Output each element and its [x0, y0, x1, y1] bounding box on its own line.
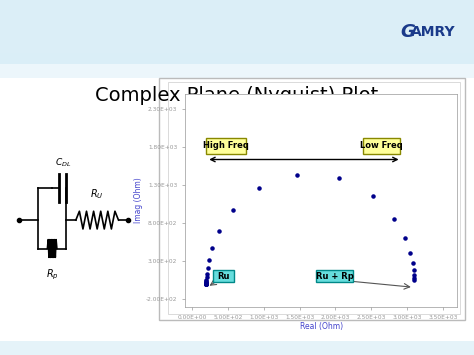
Point: [202, 279, 210, 285]
FancyBboxPatch shape: [316, 271, 353, 282]
Text: Complex Plane (Nyquist) Plot: Complex Plane (Nyquist) Plot: [95, 86, 379, 105]
Text: $C_{DL}$: $C_{DL}$: [55, 156, 71, 169]
Text: Ru + Rp: Ru + Rp: [316, 272, 353, 281]
X-axis label: Real (Ohm): Real (Ohm): [300, 322, 343, 332]
Text: $R_U$: $R_U$: [91, 187, 104, 201]
Point: [203, 274, 210, 280]
Point: [202, 280, 210, 286]
Point: [401, 236, 409, 241]
Point: [293, 172, 301, 178]
Point: [202, 282, 210, 287]
Point: [202, 282, 210, 287]
Text: High Freq: High Freq: [203, 141, 249, 150]
Text: $R_p$: $R_p$: [46, 268, 58, 283]
Point: [202, 282, 210, 287]
Point: [202, 281, 210, 286]
Point: [410, 272, 418, 278]
Bar: [0, 53, 474, 78]
Point: [202, 282, 210, 287]
Point: [409, 261, 416, 266]
Point: [406, 250, 414, 256]
Bar: [0, 341, 474, 355]
Point: [255, 186, 263, 191]
Point: [410, 268, 417, 273]
Bar: [168, 82, 460, 314]
Bar: [0, 0, 474, 64]
Point: [202, 281, 210, 287]
Point: [202, 282, 210, 287]
Point: [410, 275, 418, 281]
Point: [202, 281, 210, 287]
Point: [202, 282, 210, 287]
Text: Low Freq: Low Freq: [360, 141, 403, 150]
Point: [203, 271, 210, 276]
Point: [215, 229, 223, 234]
Point: [336, 175, 343, 181]
FancyBboxPatch shape: [213, 271, 234, 282]
Point: [202, 281, 210, 287]
Point: [204, 265, 211, 271]
Point: [202, 282, 210, 287]
Bar: [159, 78, 465, 320]
Point: [202, 282, 210, 287]
Point: [203, 277, 210, 282]
Point: [202, 282, 210, 287]
Text: AMRY: AMRY: [411, 25, 456, 39]
FancyBboxPatch shape: [363, 138, 400, 154]
Point: [390, 216, 398, 222]
Point: [209, 245, 216, 251]
FancyBboxPatch shape: [206, 138, 246, 154]
Y-axis label: Imag (Ohm): Imag (Ohm): [134, 178, 143, 223]
Point: [205, 257, 213, 263]
Point: [202, 280, 210, 286]
Point: [202, 282, 210, 287]
Point: [202, 282, 210, 287]
Point: [202, 281, 210, 287]
Point: [410, 277, 418, 283]
Point: [202, 278, 210, 284]
Point: [369, 193, 377, 199]
Text: Ru: Ru: [217, 272, 229, 281]
Text: G: G: [401, 23, 415, 41]
Point: [229, 207, 237, 213]
